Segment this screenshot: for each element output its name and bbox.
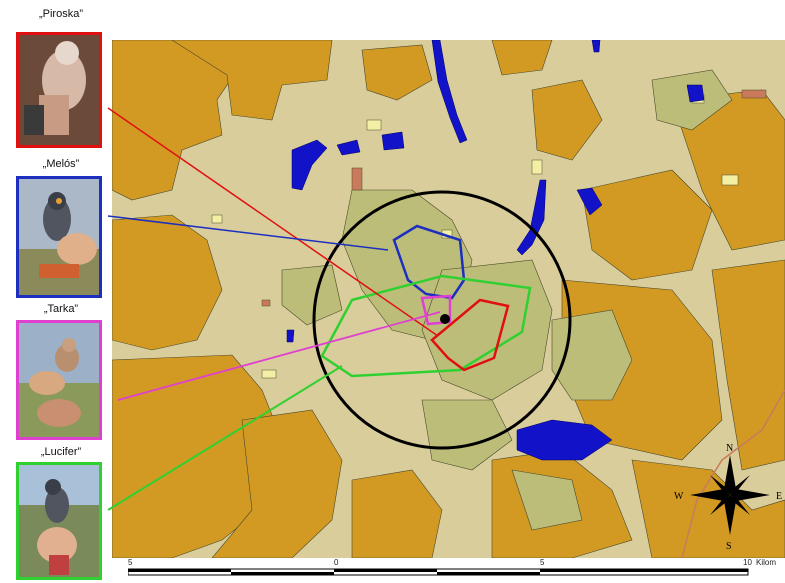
leader-line-tarka [117,311,441,401]
nest-marker [440,314,450,324]
scale-tick-label: 5 [128,558,133,567]
bird-label-piroska: „Piroska” [38,8,83,20]
scale-bar [128,568,749,576]
falcon-photo-image [19,465,99,577]
bird-photo-piroska [16,32,102,148]
scale-tick-label: 0 [334,558,339,567]
compass-s-label: S [726,541,732,552]
home-range-piroska [430,298,510,372]
bird-photo-melos [16,176,102,298]
bird-label-tarka: „Tarka” [43,303,79,315]
leader-line-melos [107,215,389,251]
urban-layer [261,89,767,307]
water-layer [286,40,705,461]
bird-label-lucifer: „Lucifer” [40,446,82,458]
leader-line-lucifer [107,365,343,511]
scale-tick-label: 5 [540,558,545,567]
road-line [681,389,785,558]
falcon-photo-image [19,323,99,437]
scale-tick-label: 10 [743,558,752,567]
home-range-melos [392,224,466,300]
buffer-circle [312,190,572,450]
bird-photo-tarka [16,320,102,440]
bird-label-melos: „Melós” [42,158,80,170]
compass-rose-icon: N S E W [674,443,782,552]
farmland-layer [112,40,785,558]
scale-unit-label: Kilom [756,558,777,567]
home-range-lucifer [320,274,532,378]
compass-w-label: W [674,491,684,502]
land-use-map[interactable]: N S E W [112,40,785,558]
bird-photo-lucifer [16,462,102,580]
leader-line-piroska [107,107,439,337]
falcon-photo-image [19,35,99,145]
falcon-photo-image [19,179,99,295]
compass-n-label: N [726,443,733,454]
compass-e-label: E [776,491,782,502]
